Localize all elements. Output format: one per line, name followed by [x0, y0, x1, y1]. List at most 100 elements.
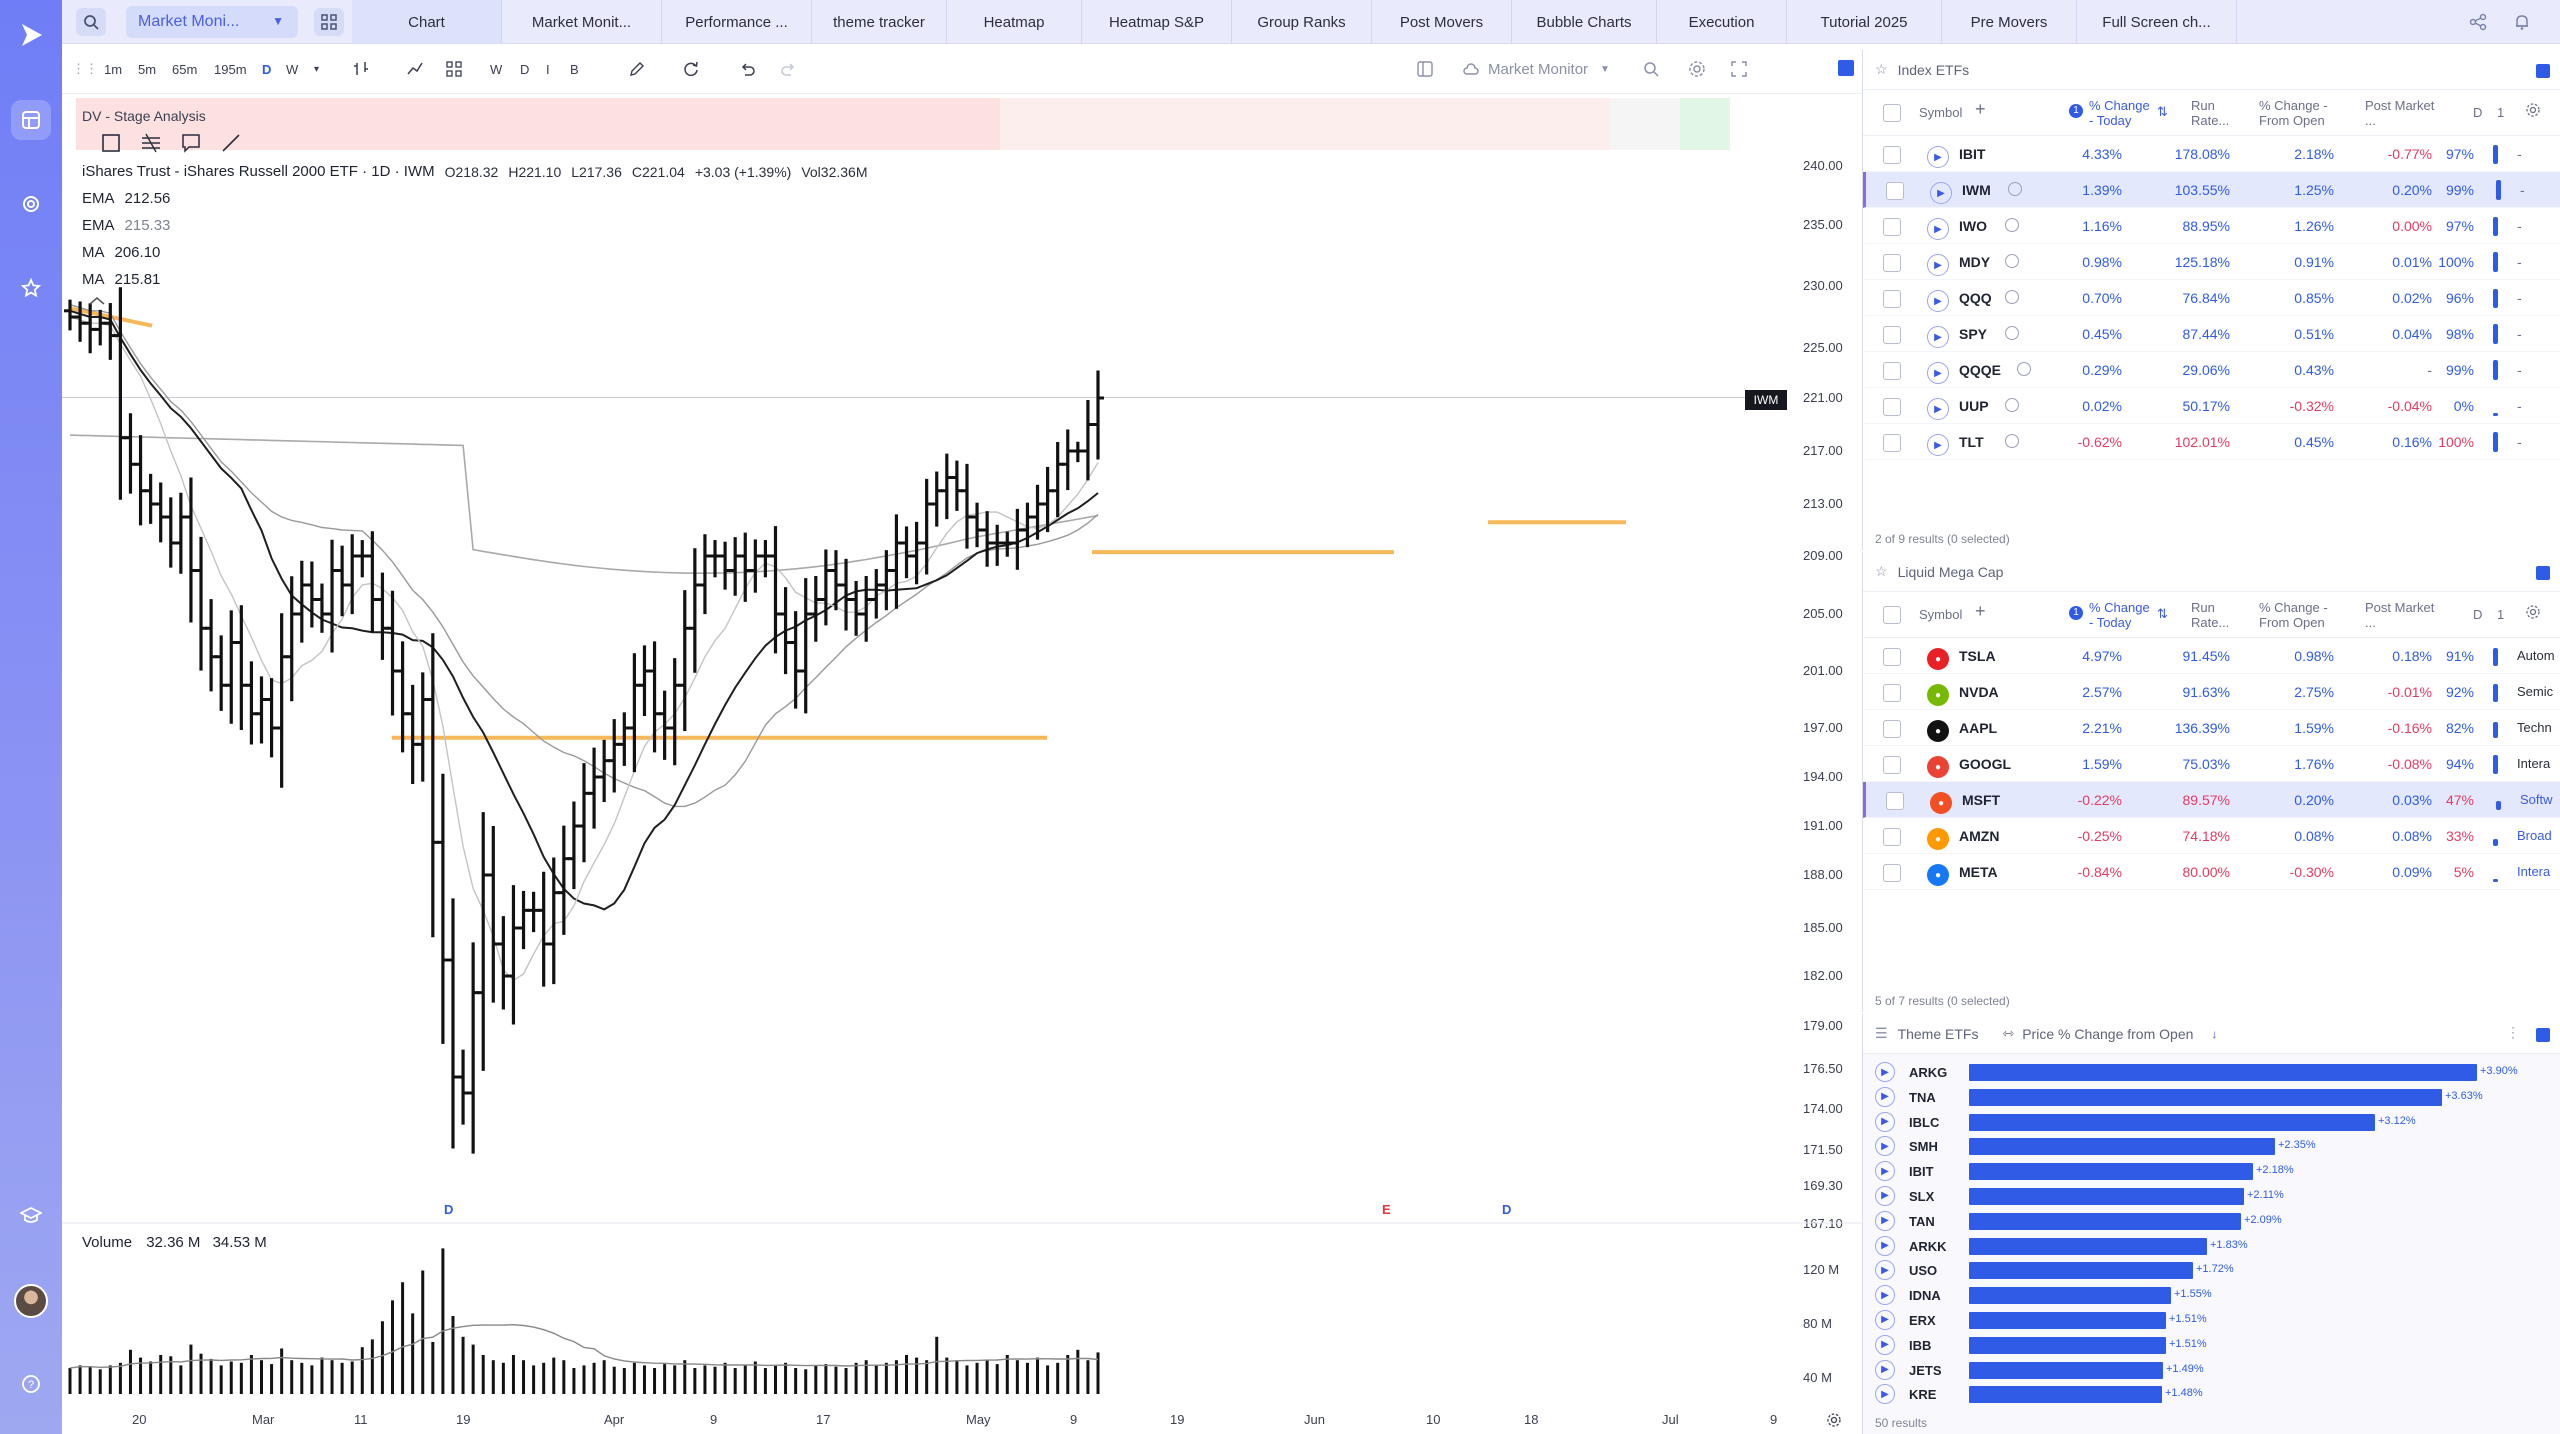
- help-icon[interactable]: ?: [11, 1364, 51, 1404]
- theme-bar-row[interactable]: ▶ IBB +1.51%: [1863, 1333, 2560, 1358]
- tab-heatmap-sp[interactable]: Heatmap S&P: [1082, 0, 1232, 44]
- col-run-rate[interactable]: Run Rate...: [2191, 600, 2230, 630]
- col-change-from-open[interactable]: % Change - From Open: [2259, 600, 2328, 630]
- info-circle-icon[interactable]: [2005, 434, 2019, 448]
- symbol[interactable]: IWO: [1959, 218, 1987, 234]
- table-row[interactable]: ● GOOGL 1.59% 75.03% 1.76% -0.08% 94% In…: [1863, 746, 2560, 782]
- symbol[interactable]: KRE: [1909, 1387, 1937, 1403]
- row-checkbox[interactable]: [1883, 326, 1901, 344]
- table-settings-icon[interactable]: [2525, 102, 2541, 121]
- add-symbol-icon[interactable]: +: [1975, 601, 1986, 621]
- row-checkbox[interactable]: [1883, 146, 1901, 164]
- theme-bar-row[interactable]: ▶ TNA +3.63%: [1863, 1085, 2560, 1110]
- symbol[interactable]: IDNA: [1909, 1288, 1941, 1304]
- indicator-ma-2[interactable]: MA 215.81: [82, 266, 868, 293]
- col-change-from-open[interactable]: % Change - From Open: [2259, 98, 2328, 128]
- col-1[interactable]: 1: [2497, 105, 2505, 120]
- mode-b[interactable]: B: [570, 61, 579, 77]
- star-icon[interactable]: ☆: [1875, 563, 1888, 579]
- price-chart[interactable]: DV - Stage Analysis iShares Trust - iSha…: [62, 94, 1862, 1434]
- theme-bar-row[interactable]: ▶ JETS +1.49%: [1863, 1358, 2560, 1383]
- interval-1m[interactable]: 1m: [104, 61, 123, 77]
- table-row[interactable]: ▶ QQQ 0.70% 76.84% 0.85% 0.02% 96% -: [1863, 280, 2560, 316]
- theme-bar-row[interactable]: ▶ KRE +1.48%: [1863, 1382, 2560, 1404]
- row-checkbox[interactable]: [1886, 182, 1904, 200]
- price-axis[interactable]: 240.00 235.00 230.00 225.00 221.00 217.00 213.…: [1787, 94, 1862, 1231]
- theme-bar-row[interactable]: ▶ SLX +2.11%: [1863, 1184, 2560, 1209]
- play-icon[interactable]: ▶: [1875, 1086, 1895, 1107]
- interval-w[interactable]: W: [286, 61, 299, 77]
- play-icon[interactable]: ▶: [1875, 1161, 1895, 1182]
- tab-heatmap[interactable]: Heatmap: [947, 0, 1082, 44]
- tab-execution[interactable]: Execution: [1657, 0, 1787, 44]
- play-icon[interactable]: ▶: [1927, 326, 1949, 348]
- row-checkbox[interactable]: [1883, 720, 1901, 738]
- theme-bar-row[interactable]: ▶ IBIT +2.18%: [1863, 1159, 2560, 1184]
- theme-bar-row[interactable]: ▶ SMH +2.35%: [1863, 1134, 2560, 1159]
- symbol[interactable]: SLX: [1909, 1188, 1935, 1204]
- info-circle-icon[interactable]: [2005, 326, 2019, 340]
- symbol[interactable]: TAN: [1909, 1213, 1935, 1229]
- symbol[interactable]: IBIT: [1959, 146, 1986, 162]
- row-checkbox[interactable]: [1883, 864, 1901, 882]
- indicators-icon[interactable]: [406, 58, 424, 80]
- play-icon[interactable]: ▶: [1927, 290, 1949, 312]
- more-menu-icon[interactable]: ⋮: [2506, 1024, 2520, 1040]
- refresh-icon[interactable]: [682, 58, 700, 80]
- row-checkbox[interactable]: [1883, 756, 1901, 774]
- link-color-square[interactable]: [2536, 64, 2550, 78]
- tab-theme-tracker[interactable]: theme tracker: [812, 0, 947, 44]
- play-icon[interactable]: ▶: [1875, 1384, 1895, 1404]
- sort-desc-icon[interactable]: ↓: [2211, 1026, 2218, 1041]
- table-row[interactable]: ▶ IWM 1.39% 103.55% 1.25% 0.20% 99% -: [1863, 172, 2560, 208]
- app-logo-icon[interactable]: [16, 20, 46, 50]
- table-row[interactable]: ● META -0.84% 80.00% -0.30% 0.09% 5% Int…: [1863, 854, 2560, 890]
- pencil-icon[interactable]: [628, 58, 646, 80]
- theme-bar-row[interactable]: ▶ TAN +2.09%: [1863, 1209, 2560, 1234]
- symbol[interactable]: TNA: [1909, 1089, 1936, 1105]
- tab-full-screen-chart[interactable]: Full Screen ch...: [2077, 0, 2237, 44]
- row-checkbox[interactable]: [1883, 434, 1901, 452]
- table-row[interactable]: ● TSLA 4.97% 91.45% 0.98% 0.18% 91% Auto…: [1863, 638, 2560, 674]
- table-row[interactable]: ▶ TLT -0.62% 102.01% 0.45% 0.16% 100% -: [1863, 424, 2560, 460]
- link-color-square[interactable]: [2536, 1028, 2550, 1042]
- symbol[interactable]: AMZN: [1959, 828, 2000, 844]
- templates-icon[interactable]: [446, 58, 462, 80]
- row-checkbox[interactable]: [1883, 218, 1901, 236]
- tab-post-movers[interactable]: Post Movers: [1372, 0, 1512, 44]
- user-avatar[interactable]: [14, 1284, 48, 1318]
- tab-performance[interactable]: Performance ...: [662, 0, 812, 44]
- tab-chart[interactable]: Chart: [352, 0, 502, 44]
- fullscreen-icon[interactable]: [1730, 58, 1748, 80]
- layout-icon[interactable]: [1416, 58, 1434, 80]
- symbol[interactable]: IBIT: [1909, 1164, 1934, 1180]
- col-1[interactable]: 1: [2497, 607, 2505, 622]
- table-row[interactable]: ▶ IWO 1.16% 88.95% 1.26% 0.00% 97% -: [1863, 208, 2560, 244]
- time-axis[interactable]: 20 Mar 11 19 Apr 9 17 May 9 19 Jun 10 18 Jul 9: [62, 1404, 1862, 1434]
- add-widget-icon[interactable]: [314, 8, 344, 36]
- indicator-ema-1[interactable]: EMA 212.56: [82, 185, 868, 212]
- note-tool-icon[interactable]: [176, 129, 206, 157]
- col-d[interactable]: D: [2473, 607, 2483, 622]
- symbol[interactable]: AAPL: [1959, 720, 1998, 736]
- row-checkbox[interactable]: [1883, 648, 1901, 666]
- symbol[interactable]: IWM: [1962, 182, 1991, 198]
- row-checkbox[interactable]: [1883, 362, 1901, 380]
- play-icon[interactable]: ▶: [1927, 254, 1949, 276]
- play-icon[interactable]: ▶: [1875, 1285, 1895, 1306]
- star-icon[interactable]: ☆: [1875, 61, 1888, 77]
- education-cap-icon[interactable]: [11, 1196, 51, 1236]
- symbol[interactable]: QQQ: [1959, 290, 1992, 306]
- indicator-ma-1[interactable]: MA 206.10: [82, 239, 868, 266]
- interval-d[interactable]: D: [262, 61, 272, 77]
- play-icon[interactable]: ▶: [1875, 1185, 1895, 1206]
- play-icon[interactable]: ▶: [1875, 1111, 1895, 1132]
- chart-nav-icon[interactable]: [11, 100, 51, 140]
- play-icon[interactable]: ▶: [1875, 1260, 1895, 1281]
- play-icon[interactable]: ▶: [1875, 1359, 1895, 1380]
- theme-bar-row[interactable]: ▶ ARKG +3.90%: [1863, 1060, 2560, 1085]
- symbol[interactable]: TSLA: [1959, 648, 1996, 664]
- col-change-today[interactable]: % Change - Today: [2089, 600, 2150, 630]
- symbol[interactable]: ARKK: [1909, 1238, 1947, 1254]
- symbol[interactable]: QQQE: [1959, 362, 2002, 378]
